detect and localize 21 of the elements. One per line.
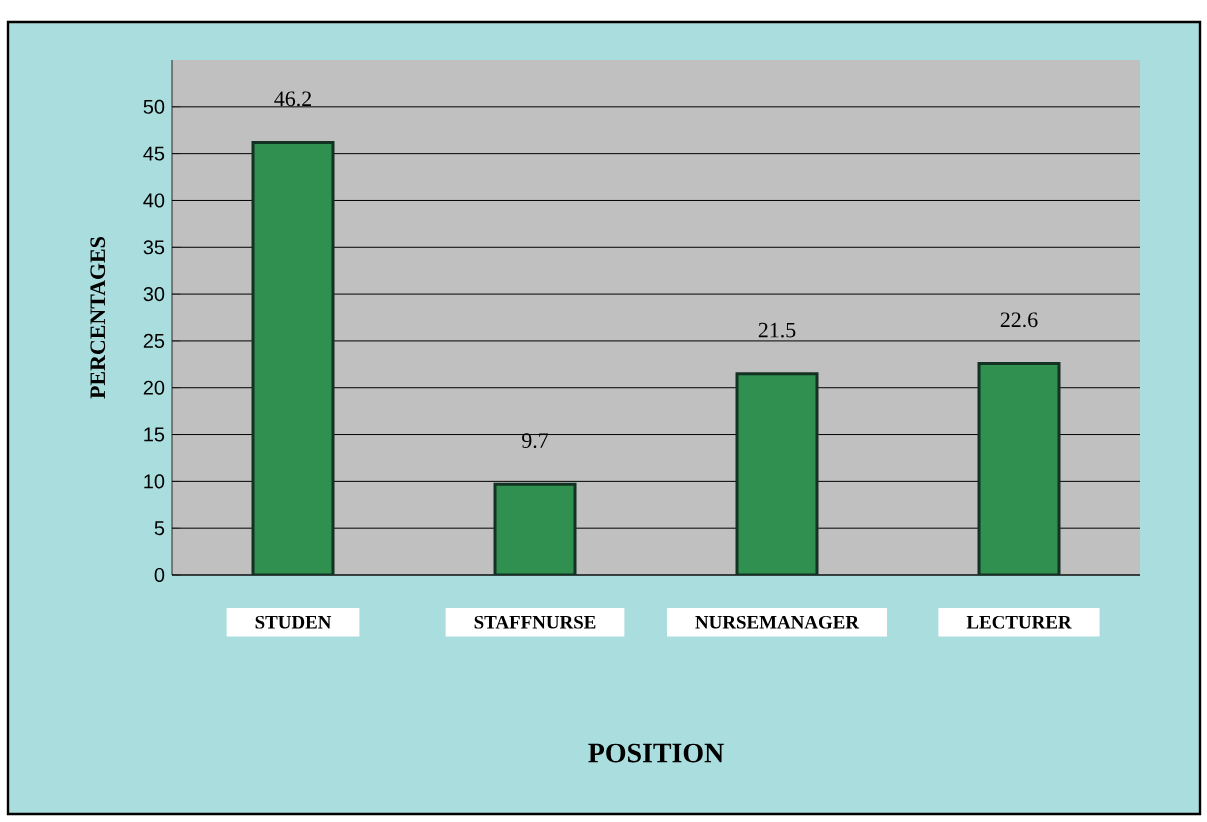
data-label: 22.6 — [1000, 312, 1038, 328]
y-tick-label: 25 — [143, 333, 165, 348]
y-tick-label: 45 — [143, 146, 165, 161]
x-axis-title: POSITION — [588, 743, 724, 763]
y-tick-label: 0 — [154, 567, 165, 583]
y-tick-label: 30 — [143, 287, 165, 302]
y-tick-label: 20 — [143, 380, 165, 395]
y-tick-label: 10 — [144, 474, 165, 489]
data-label: 21.5 — [758, 322, 796, 338]
data-label: 46.2 — [274, 91, 311, 107]
data-label: 9.7 — [522, 433, 549, 449]
y-axis-title: PERCENTAGES — [90, 237, 106, 399]
y-tick-label: 15 — [144, 427, 165, 442]
x-tick-label: NURSEMANAGER — [695, 615, 860, 629]
x-tick-label: STAFFNURSE — [474, 615, 596, 629]
y-tick-label: 50 — [143, 99, 165, 114]
x-tick-label: STUDEN — [255, 615, 332, 629]
y-tick-label: 5 — [154, 521, 165, 536]
x-tick-label: LECTURER — [966, 615, 1072, 629]
y-tick-label: 40 — [143, 193, 165, 208]
y-tick-label: 35 — [143, 240, 165, 255]
